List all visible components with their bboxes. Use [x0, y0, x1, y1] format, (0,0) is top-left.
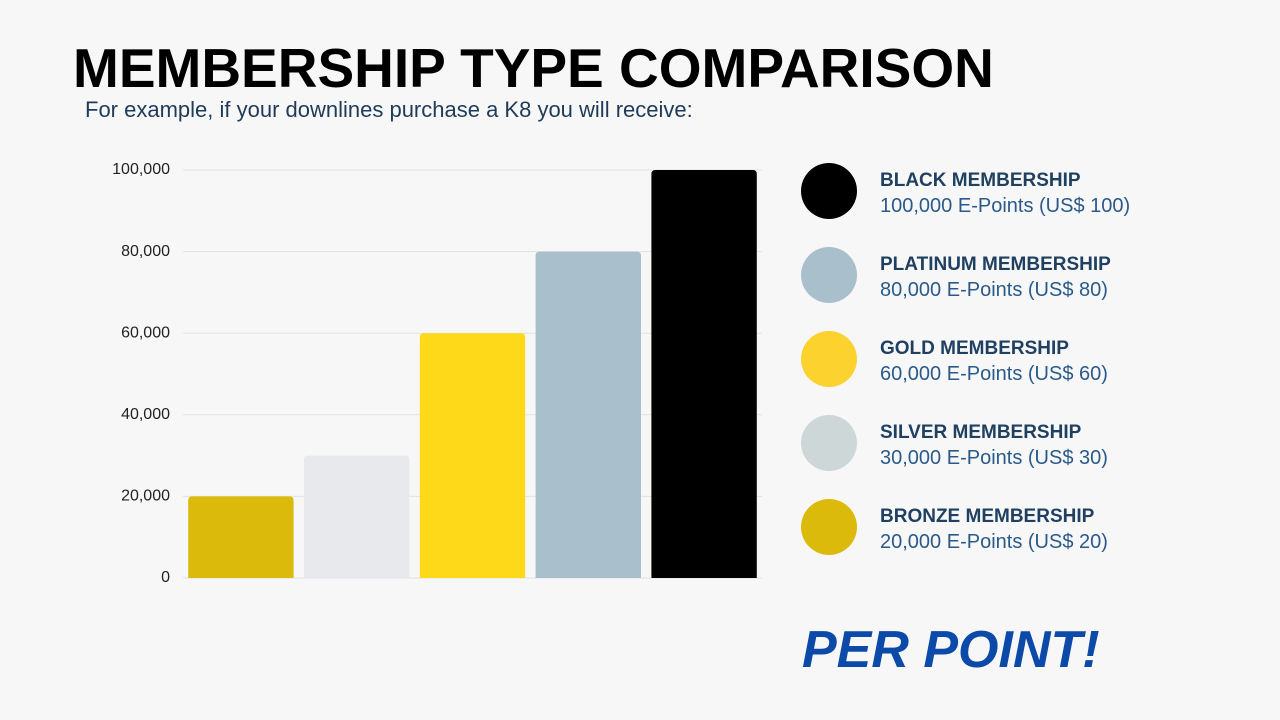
y-tick-label: 80,000	[121, 243, 170, 260]
legend-detail: 60,000 E-Points (US$ 60)	[880, 363, 1108, 385]
title: MEMBERSHIP TYPE COMPARISON	[73, 37, 994, 99]
legend-swatch	[801, 499, 857, 555]
y-tick-label: 100,000	[112, 161, 170, 178]
legend-detail: 20,000 E-Points (US$ 20)	[880, 531, 1108, 553]
bar	[419, 333, 526, 578]
legend-swatch	[801, 415, 857, 471]
callout: PER POINT!	[802, 621, 1100, 679]
legend-name: GOLD MEMBERSHIP	[880, 338, 1069, 359]
legend-detail: 80,000 E-Points (US$ 80)	[880, 279, 1108, 301]
subtitle: For example, if your downlines purchase …	[85, 97, 693, 122]
legend-swatch	[801, 247, 857, 303]
bar	[304, 455, 410, 578]
legend-swatch	[801, 163, 857, 219]
legend-name: PLATINUM MEMBERSHIP	[880, 254, 1111, 275]
legend-detail: 30,000 E-Points (US$ 30)	[880, 447, 1108, 469]
bar	[651, 170, 757, 578]
legend-name: BRONZE MEMBERSHIP	[880, 506, 1095, 527]
y-tick-label: 20,000	[121, 488, 170, 505]
legend-swatch	[801, 331, 857, 387]
legend-name: BLACK MEMBERSHIP	[880, 170, 1081, 191]
bar	[188, 496, 294, 578]
y-tick-label: 60,000	[121, 324, 170, 341]
legend-name: SILVER MEMBERSHIP	[880, 422, 1082, 443]
y-tick-label: 0	[161, 569, 170, 586]
y-tick-label: 40,000	[121, 406, 170, 423]
legend-detail: 100,000 E-Points (US$ 100)	[880, 195, 1130, 217]
bar	[535, 251, 641, 578]
